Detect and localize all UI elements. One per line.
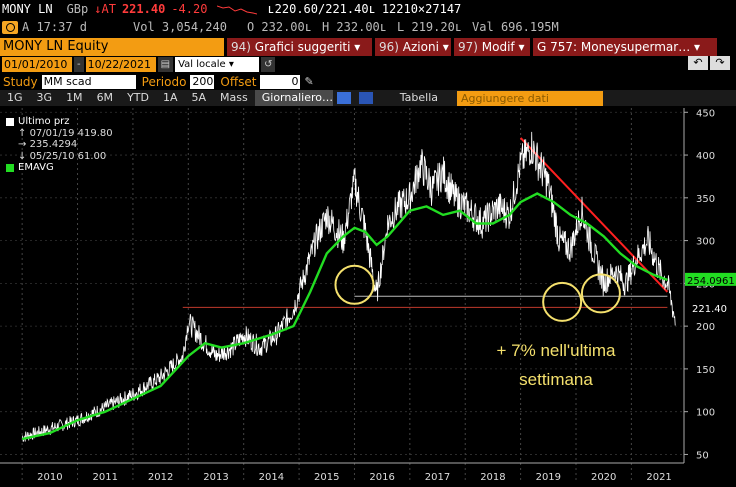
bid-ask: ʟ220.60/221.40ʟ: [267, 2, 376, 16]
date-from-input[interactable]: 01/01/2010: [2, 57, 72, 72]
ema-line: [21, 192, 668, 441]
tab-3g[interactable]: 3G: [36, 91, 53, 104]
price-chart[interactable]: 50100150200250300350400450 2010201120122…: [0, 108, 736, 487]
history-nav: ↶ ↷: [686, 56, 730, 70]
study-label: Study: [3, 74, 38, 89]
annotation-text: settimana: [519, 370, 593, 389]
x-tick-label: 2014: [259, 472, 284, 483]
period-input[interactable]: 200: [190, 74, 215, 89]
date-range-bar: 01/01/2010 - 10/22/2021 ▤ Val locale ▾ ↺…: [0, 56, 736, 73]
x-tick-label: 2018: [480, 472, 505, 483]
back-icon[interactable]: ↶: [688, 56, 708, 70]
y-tick-label: 400: [696, 151, 715, 162]
bid-ask-sizes: 12210×27147: [381, 2, 462, 16]
security-bar: MONY LN Equity 94) Grafici suggeriti ▾ 9…: [0, 38, 736, 56]
legend-low: ↓ 05/25/10 61.00: [18, 150, 107, 162]
tab-1a[interactable]: 1A: [162, 91, 178, 104]
period-tabs: 1G 3G 1M 6M YTD 1A 5A Mass Giornaliero… …: [0, 90, 736, 106]
currency: GBp: [66, 2, 89, 16]
at-indicator: ↓AT: [94, 2, 116, 16]
x-axis: 2010 2011 2012 2013 2014 2015 2016 2017 2018 2019…: [0, 462, 684, 483]
clock-icon: [2, 20, 18, 34]
x-tick-label: 2021: [646, 472, 671, 483]
y-tick-label: 50: [696, 450, 709, 461]
tab-ytd[interactable]: YTD: [127, 91, 149, 104]
tab-1g[interactable]: 1G: [7, 91, 23, 104]
study-bar: Study MM scad Periodo 200 Offset 0 ✎: [0, 73, 736, 90]
security-field[interactable]: MONY LN Equity: [0, 38, 224, 56]
x-tick-label: 2013: [203, 472, 228, 483]
ticker-code: MONY LN: [2, 2, 53, 16]
line-chart-icon[interactable]: [336, 92, 351, 104]
tab-1m[interactable]: 1M: [66, 91, 83, 104]
add-data-input[interactable]: Aggiungere dati: [457, 90, 603, 106]
tab-frequency[interactable]: Giornaliero…: [254, 90, 333, 106]
support-circle: [542, 281, 583, 322]
high-price: H 232.00ʟ: [321, 20, 388, 34]
chart-lines: [21, 131, 676, 442]
x-tick-label: 2016: [369, 472, 394, 483]
bar-chart-icon[interactable]: [358, 92, 373, 104]
ema-tag-bg: [685, 272, 736, 286]
y-tick-label: 300: [696, 237, 715, 248]
last-price-tag-bg: [686, 300, 736, 314]
last-price-tag: 221.40: [692, 304, 727, 315]
x-tick-label: 2011: [93, 472, 118, 483]
offset-label: Offset: [220, 74, 257, 89]
support-circle: [580, 273, 621, 314]
annotation-text: + 7% nell'ultima: [497, 341, 617, 360]
table-button[interactable]: Tabella: [399, 91, 438, 104]
price-legend-swatch: [6, 117, 14, 126]
support-circle: [334, 264, 375, 305]
legend-series-price: Ultimo prz: [18, 116, 70, 127]
value-traded: Val 696.195M: [472, 20, 559, 34]
y-tick-label: 450: [696, 108, 715, 119]
trendline: [519, 137, 669, 293]
ema-tag: 254.0961: [687, 276, 735, 287]
open-price: O 232.00ʟ: [246, 20, 312, 34]
quote-line: MONY LN GBp ↓AT 221.40 -4.20 ʟ220.60/221…: [0, 0, 736, 18]
x-tick-label: 2019: [536, 472, 561, 483]
y-tick-label: 150: [696, 365, 715, 376]
low-price: L 219.20ʟ: [397, 20, 463, 34]
menu-suggested-charts[interactable]: 94) Grafici suggeriti ▾: [227, 38, 372, 56]
chart-legend: Ultimo prz ↑ 07/01/19 419.80 → 235.4294 …: [6, 116, 116, 174]
price-change: -4.20: [171, 2, 208, 16]
quote-stats: A 17:37 d Vol 3,054,240 O 232.00ʟ H 232.…: [0, 18, 736, 36]
legend-high: ↑ 07/01/19 419.80: [18, 127, 113, 139]
calendar-icon[interactable]: ▤: [157, 57, 174, 72]
quote-time: A 17:37 d: [22, 20, 88, 34]
sparkline-icon: [217, 3, 258, 15]
volume: Vol 3,054,240: [133, 20, 227, 34]
date-to-input[interactable]: 10/22/2021: [85, 57, 156, 72]
annotations: 221.40 254.0961 + 7% nell'ultima settimana: [334, 264, 736, 389]
tab-6m[interactable]: 6M: [96, 91, 114, 104]
period-label: Periodo: [141, 74, 187, 89]
currency-mode-select[interactable]: Val locale ▾: [175, 57, 260, 72]
x-tick-label: 2012: [148, 472, 173, 483]
ema-legend-swatch: [6, 163, 14, 172]
forward-icon[interactable]: ↷: [710, 56, 730, 70]
menu-edit[interactable]: 97) Modif ▾: [454, 38, 530, 56]
price-line: [21, 131, 676, 442]
offset-input[interactable]: 0: [260, 74, 301, 89]
x-tick-label: 2010: [37, 472, 62, 483]
x-tick-label: 2020: [591, 472, 616, 483]
edit-study-icon[interactable]: ✎: [304, 75, 314, 88]
tab-max[interactable]: Mass: [220, 91, 248, 104]
last-price: 221.40: [121, 2, 166, 16]
x-tick-label: 2017: [425, 472, 450, 483]
date-separator: -: [74, 57, 84, 72]
y-tick-label: 350: [696, 194, 715, 205]
menu-actions[interactable]: 96) Azioni ▾: [375, 38, 451, 56]
y-tick-label: 200: [696, 322, 715, 333]
tab-5a[interactable]: 5A: [191, 91, 207, 104]
x-tick-label: 2015: [314, 472, 339, 483]
study-select[interactable]: MM scad: [41, 74, 136, 89]
legend-series-ema: EMAVG: [18, 162, 54, 173]
reset-icon[interactable]: ↺: [261, 57, 276, 72]
y-tick-label: 100: [696, 408, 715, 419]
legend-average: → 235.4294: [18, 139, 78, 150]
menu-saved-chart[interactable]: G 757: Moneysupermar… ▾: [533, 38, 717, 56]
